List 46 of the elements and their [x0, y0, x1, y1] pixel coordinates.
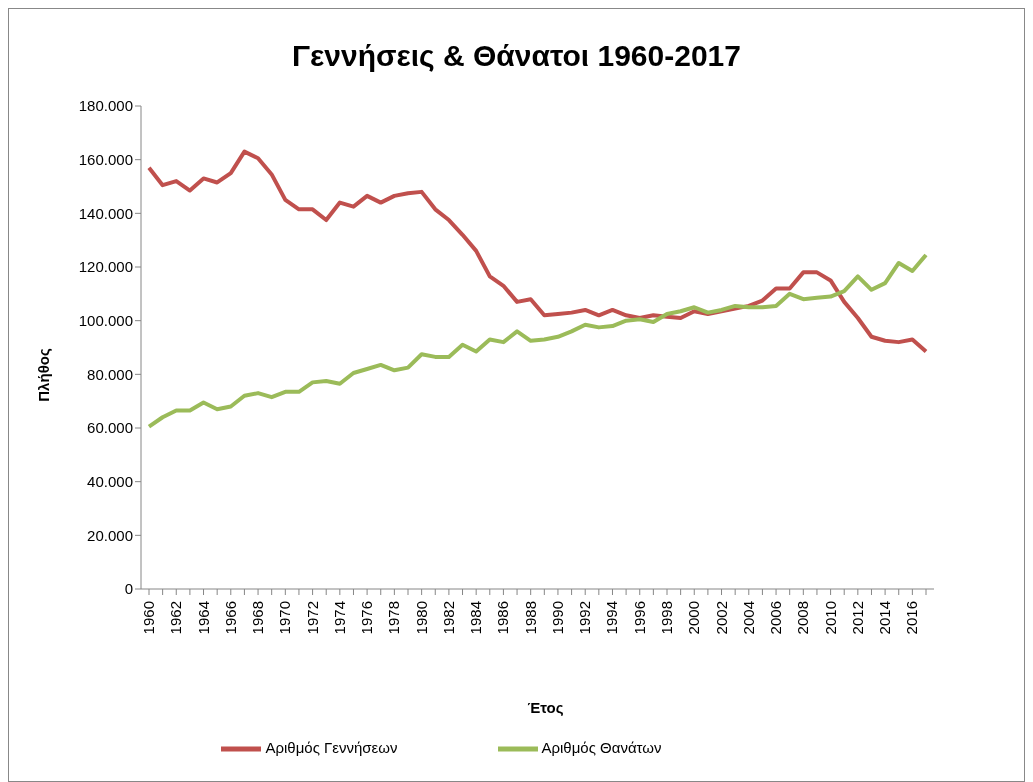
line-series — [147, 252, 928, 429]
y-tick-label: 140.000 — [78, 204, 133, 222]
legend-label: Αριθμός Θανάτων — [541, 738, 662, 756]
x-tick-label: 2004 — [739, 601, 757, 635]
y-axis-title: Πλήθος — [34, 348, 52, 402]
line-series — [147, 149, 928, 354]
x-tick-label: 1964 — [194, 601, 212, 635]
y-tick-label: 100.000 — [78, 311, 133, 329]
x-tick-label: 1968 — [249, 601, 267, 635]
x-tick-label: 2006 — [767, 601, 785, 635]
y-tick-label: 60.000 — [87, 419, 133, 437]
x-tick-label: 1990 — [548, 601, 566, 635]
x-tick-label: 1996 — [630, 601, 648, 635]
x-tick-label: 2010 — [821, 601, 839, 635]
x-tick-label: 2012 — [848, 601, 866, 635]
y-tick-label: 80.000 — [87, 365, 133, 383]
x-tick-label: 2008 — [794, 601, 812, 635]
x-tick-label: 2014 — [876, 601, 894, 635]
y-tick-label: 20.000 — [87, 526, 133, 544]
x-tick-label: 2016 — [903, 601, 921, 635]
y-tick-label: 0 — [124, 580, 133, 598]
x-tick-label: 1988 — [521, 601, 539, 635]
chart-title: Γεννήσεις & Θάνατοι 1960-2017 — [291, 39, 742, 73]
x-tick-label: 1986 — [494, 601, 512, 635]
x-tick-label: 1976 — [358, 601, 376, 635]
y-tick-label: 40.000 — [87, 472, 133, 490]
x-tick-label: 1966 — [221, 601, 239, 635]
legend-label: Αριθμός Γεννήσεων — [265, 738, 398, 756]
x-tick-label: 1982 — [439, 601, 457, 635]
x-tick-label: 1962 — [167, 601, 185, 635]
x-tick-label: 1980 — [412, 601, 430, 635]
y-tick-label: 180.000 — [78, 97, 133, 115]
x-tick-label: 1992 — [576, 601, 594, 635]
x-tick-label: 1960 — [140, 601, 157, 635]
x-tick-label: 1984 — [467, 601, 485, 635]
x-axis-title: Έτος — [526, 699, 565, 716]
y-tick-label: 120.000 — [78, 258, 133, 276]
x-tick-label: 1970 — [276, 601, 294, 635]
x-tick-label: 2000 — [685, 601, 703, 635]
x-tick-label: 1974 — [330, 601, 348, 635]
x-tick-label: 1998 — [658, 601, 675, 635]
x-tick-label: 2002 — [712, 601, 730, 635]
x-tick-label: 1994 — [603, 601, 621, 635]
y-tick-label: 160.000 — [78, 150, 133, 168]
x-tick-label: 1978 — [385, 601, 403, 635]
x-tick-label: 1972 — [303, 601, 321, 635]
